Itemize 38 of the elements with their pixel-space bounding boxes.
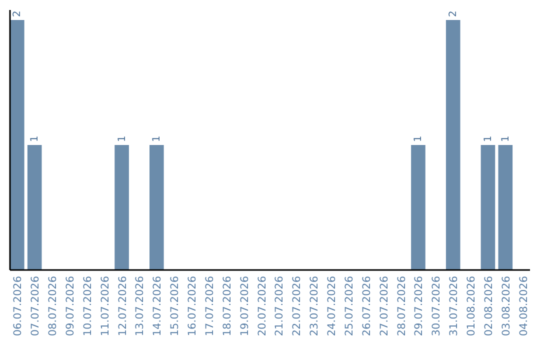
data-label: 1 <box>482 136 494 142</box>
x-tick-label: 11.07.2026 <box>99 276 112 336</box>
x-tick-label: 09.07.2026 <box>64 276 76 336</box>
x-tick-label: 06.07.2026 <box>12 276 24 336</box>
x-tick-label: 29.07.2026 <box>413 276 426 336</box>
x-tick-label: 17.07.2026 <box>204 276 216 336</box>
x-tick-label: 23.07.2026 <box>308 276 321 336</box>
x-tick-label: 31.07.2026 <box>448 276 460 336</box>
data-label: 1 <box>500 136 512 142</box>
data-label: 1 <box>413 136 424 142</box>
x-tick-label: 20.07.2026 <box>256 276 268 336</box>
x-tick-label: 16.07.2026 <box>186 276 199 336</box>
x-tick-label: 14.07.2026 <box>152 276 164 336</box>
x-tick-label: 02.08.2026 <box>482 276 495 336</box>
x-tick-label: 24.07.2026 <box>326 276 338 336</box>
x-tick-label: 25.07.2026 <box>343 276 356 336</box>
x-tick-label: 21.07.2026 <box>274 276 286 336</box>
x-tick-label: 12.07.2026 <box>116 276 129 336</box>
data-label: 1 <box>30 136 41 142</box>
x-tick-label: 07.07.2026 <box>30 276 42 336</box>
x-tick-label: 27.07.2026 <box>378 276 390 336</box>
x-tick-label: 10.07.2026 <box>82 276 94 336</box>
x-tick-label: 22.07.2026 <box>291 276 304 336</box>
data-label: 1 <box>152 136 163 142</box>
x-tick-label: 13.07.2026 <box>134 276 146 336</box>
x-tick-label: 08.07.2026 <box>47 276 60 336</box>
x-tick-label: 26.07.2026 <box>360 276 373 336</box>
x-tick-label: 30.07.2026 <box>430 276 443 336</box>
x-tick-label: 28.07.2026 <box>396 276 408 336</box>
x-tick-label: 18.07.2026 <box>221 276 234 336</box>
x-tick-label: 01.08.2026 <box>466 276 478 336</box>
x-tick-label: 19.07.2026 <box>238 276 251 336</box>
x-tick-label: 15.07.2026 <box>169 276 182 336</box>
data-label: 2 <box>448 10 460 17</box>
data-label: 2 <box>12 10 24 17</box>
x-tick-label: 04.08.2026 <box>518 276 530 336</box>
x-tick-label: 03.08.2026 <box>500 276 512 336</box>
data-label: 1 <box>116 136 128 142</box>
